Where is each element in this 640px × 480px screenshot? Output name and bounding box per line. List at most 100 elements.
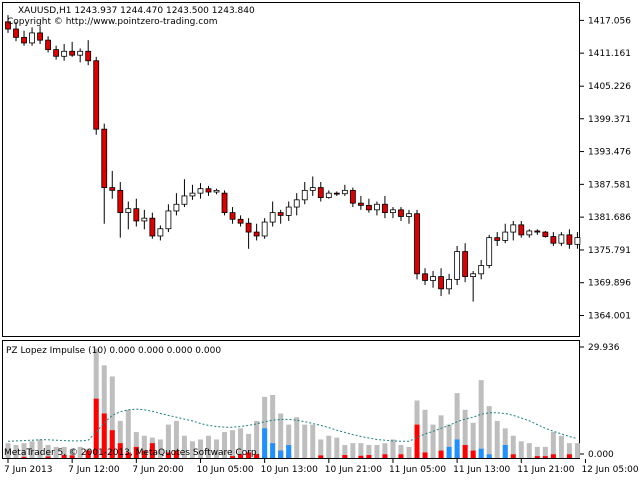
impulse-bear-bar (566, 454, 572, 458)
price-tick-label: 1381.686 (588, 213, 631, 223)
candle (518, 220, 525, 238)
impulse-total-bar (406, 446, 412, 458)
impulse-bear-bar (534, 456, 540, 458)
candle-body-bear (21, 36, 27, 44)
candle (566, 229, 573, 249)
candle (341, 184, 348, 196)
candle-body-bear (133, 208, 140, 222)
candle (245, 218, 252, 249)
candle (165, 204, 172, 233)
time-tick-label: 10 Jun 05:00 (196, 465, 253, 475)
candle (13, 21, 19, 42)
candles-layer (5, 15, 581, 302)
candle (534, 229, 541, 235)
candle-body-bull (125, 208, 132, 214)
impulse-total-bar (133, 432, 139, 458)
impulse-bear-bar (93, 398, 99, 458)
impulse-total-bar (382, 443, 388, 458)
candle-body-bear (85, 50, 92, 62)
candle-body-bull (406, 213, 412, 217)
impulse-bear-bar (254, 454, 260, 458)
candle-body-bull (430, 276, 436, 281)
time-tick-label: 10 Jun 21:00 (325, 465, 382, 475)
candle (502, 223, 509, 244)
candle-body-bull (173, 203, 180, 212)
impulse-bear-bar (45, 456, 51, 458)
candle-body-bear (237, 218, 244, 224)
impulse-bear-bar (510, 454, 516, 458)
indicator-panel[interactable]: PZ Lopez Impulse (10) 0.000 0.000 0.000 … (2, 340, 620, 461)
impulse-total-bar (29, 441, 35, 458)
impulse-total-bar (45, 445, 51, 458)
candle-body-bear (37, 32, 43, 41)
candle-body-bear (149, 217, 156, 237)
candle (77, 48, 84, 63)
impulse-total-bar (262, 396, 268, 458)
impulse-bear-bar (125, 452, 131, 458)
candle-body-bear (357, 202, 364, 206)
impulse-total-bar (334, 437, 340, 458)
candle (462, 243, 469, 283)
candle-body-bull (478, 265, 485, 275)
candle-body-bear (534, 230, 541, 233)
candle (189, 184, 196, 200)
candle-body-bull (157, 228, 164, 237)
candle (221, 190, 228, 216)
impulse-bull-bar (262, 428, 268, 458)
impulse-bear-bar (165, 452, 171, 458)
impulse-total-bar (390, 439, 396, 458)
candle (365, 198, 372, 213)
impulse-total-bar (214, 439, 220, 458)
price-tick-label: 1399.371 (588, 115, 631, 125)
candle (141, 209, 148, 230)
candle (85, 40, 92, 66)
candle-body-bull (390, 209, 396, 214)
candle (101, 123, 108, 224)
candle-body-bear (13, 28, 19, 38)
time-tick-label: 12 Jun 05:00 (581, 465, 638, 475)
time-axis: 7 Jun 2013 7 Jun 12:00 7 Jun 20:00 10 Jun 0… (4, 459, 639, 475)
indicator-label: PZ Lopez Impulse (10) 0.000 0.000 0.000 … (6, 346, 221, 356)
copyright-text: Copyright © http://www.pointzero-trading… (7, 17, 217, 27)
impulse-total-bar (77, 446, 83, 458)
impulse-bear-bar (85, 450, 91, 458)
impulse-total-bar (342, 445, 348, 458)
time-tick-label: 11 Jun 05:00 (389, 465, 446, 475)
candle-body-bull (502, 231, 509, 241)
impulse-total-bar (326, 435, 332, 458)
candle (5, 15, 11, 33)
impulse-total-bar (53, 446, 59, 458)
impulse-bear-bar (550, 454, 556, 458)
candle-body-bear (438, 276, 444, 290)
price-panel[interactable]: XAUUSD,H1 1243.937 1244.470 1243.500 124… (2, 2, 632, 337)
impulse-bear-bar (141, 450, 147, 458)
candle-body-bear (518, 224, 525, 236)
impulse-bear-bar (238, 454, 244, 458)
candle (357, 195, 364, 210)
impulse-total-bar (173, 420, 179, 458)
candle-body-bull (29, 32, 35, 44)
candle (398, 207, 404, 221)
candle-body-bear (5, 21, 11, 30)
impulse-bull-bar (278, 450, 284, 458)
candle (205, 185, 212, 196)
impulse-bear-bar (230, 456, 236, 458)
candle (213, 188, 220, 195)
impulse-total-bar (101, 365, 107, 458)
candle (390, 207, 396, 219)
impulse-bear-bar (470, 450, 476, 458)
candle-body-bull (574, 237, 581, 245)
price-tick-label: 1411.161 (588, 49, 631, 59)
price-tick-label: 1405.226 (588, 82, 631, 92)
candle-body-bear (566, 234, 573, 245)
impulse-bear-bar (69, 455, 75, 458)
candle-body-bear (277, 212, 284, 216)
impulse-bear-bar (542, 456, 548, 458)
candle (197, 183, 204, 199)
candle-body-bull (165, 210, 172, 230)
candle-body-bull (141, 217, 148, 222)
impulse-total-bar (157, 439, 163, 458)
time-tick-label: 7 Jun 12:00 (68, 465, 120, 475)
time-tick-label: 11 Jun 21:00 (517, 465, 574, 475)
